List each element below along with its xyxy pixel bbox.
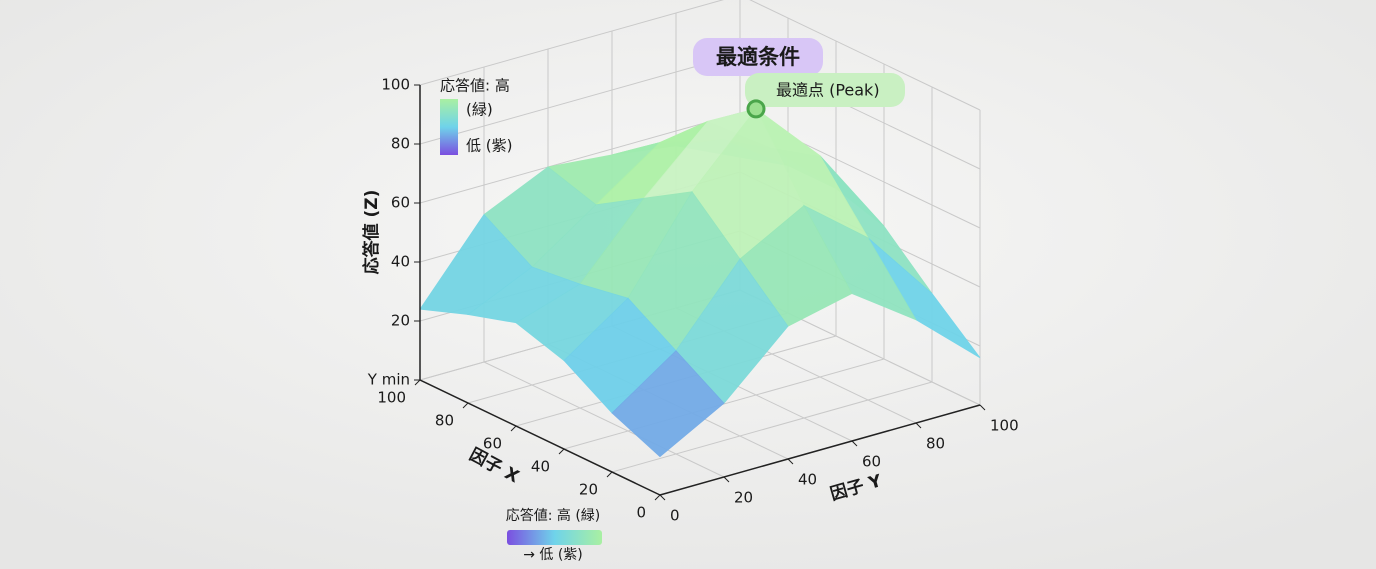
y-tick — [723, 476, 730, 483]
x-tick-label: 20 — [579, 481, 598, 499]
z-axis-label: 応答値 (Z) — [361, 190, 382, 275]
title-pill — [693, 38, 823, 76]
grid-line — [611, 381, 933, 473]
z-tick-label: 100 — [381, 76, 410, 94]
x-tick — [606, 471, 613, 478]
z-tick-label: Y min — [367, 371, 410, 389]
y-tick-label: 60 — [862, 453, 881, 471]
axis-line — [419, 379, 661, 496]
y-tick-label: 100 — [990, 417, 1019, 435]
x-tick-label: 60 — [483, 435, 502, 453]
axis-line — [659, 404, 981, 496]
y-tick — [659, 494, 666, 501]
y-tick — [851, 440, 858, 447]
x-tick — [654, 494, 661, 501]
y-tick — [787, 458, 794, 465]
y-tick — [979, 404, 986, 411]
y-tick-label: 40 — [798, 471, 817, 489]
x-tick-label: 100 — [377, 389, 406, 407]
x-tick-label: 0 — [636, 504, 646, 522]
x-tick — [558, 448, 565, 455]
legend-bottom-low: → 低 (紫) — [523, 547, 583, 563]
chart-title: 最適条件 — [716, 45, 800, 69]
z-tick-label: 40 — [391, 253, 410, 271]
grid-line — [563, 358, 885, 450]
legend-title: 応答値: 高 — [440, 77, 510, 95]
surface — [419, 108, 981, 458]
legend-colorbar — [440, 99, 458, 155]
surface-patch — [611, 350, 725, 458]
x-tick-label: 40 — [531, 458, 550, 476]
grid-line — [749, 0, 981, 111]
x-tick — [510, 425, 517, 432]
grid-line — [419, 112, 741, 204]
x-tick-label: 80 — [435, 412, 454, 430]
z-tick-label: 60 — [391, 194, 410, 212]
grid-line — [419, 53, 741, 145]
z-tick-label: 80 — [391, 135, 410, 153]
annotation: 最適点 (Peak) — [776, 81, 880, 100]
grid-line — [483, 361, 725, 478]
y-tick-label: 0 — [670, 507, 680, 525]
z-tick-label: 20 — [391, 312, 410, 330]
y-tick — [915, 422, 922, 429]
y-tick-label: 20 — [734, 489, 753, 507]
legend-low: 低 (紫) — [466, 137, 512, 155]
axes: Y min 20 40 60 80 100 0 20 40 60 80 100 0 20 40 60 80 100 — [367, 76, 1019, 525]
legend-bottom-colorbar — [507, 530, 602, 545]
legend-high: (緑) — [466, 101, 493, 119]
peak-marker — [746, 99, 766, 119]
x-tick — [414, 379, 421, 386]
y-tick-label: 80 — [926, 435, 945, 453]
annotation-pill — [745, 73, 905, 107]
x-tick — [462, 402, 469, 409]
legend-bottom-high: 応答値: 高 (緑) — [506, 507, 601, 524]
grid-line — [419, 0, 725, 86]
